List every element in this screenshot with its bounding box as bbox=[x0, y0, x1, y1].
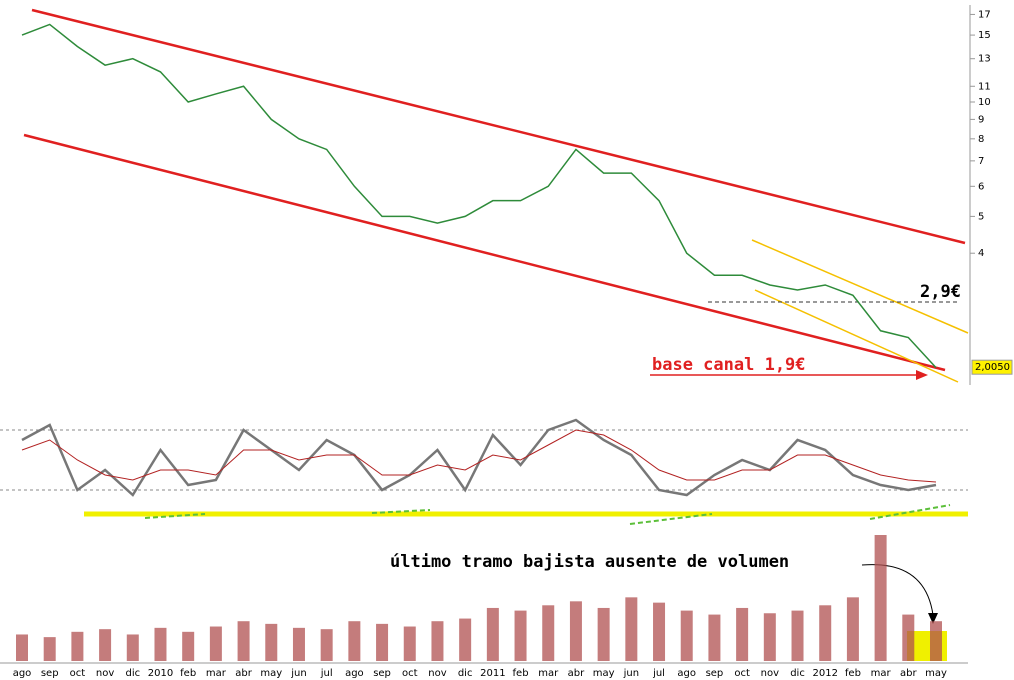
volume-bar bbox=[819, 605, 832, 661]
volume-bar bbox=[514, 610, 527, 661]
oscillator-line bbox=[21, 429, 937, 483]
x-tick-label: mar bbox=[206, 668, 227, 679]
volume-bar bbox=[154, 627, 167, 661]
x-tick-label: may bbox=[925, 668, 947, 679]
x-tick-label: abr bbox=[900, 668, 917, 679]
volume-bar bbox=[403, 626, 416, 661]
volume-bar bbox=[43, 637, 56, 661]
annotation: 2,9€ bbox=[920, 282, 961, 302]
volume-bar bbox=[846, 597, 859, 661]
wedge-bottom bbox=[754, 289, 959, 383]
y-tick-label: 4 bbox=[978, 248, 984, 259]
price-tag-label: 2,0050 bbox=[975, 362, 1010, 373]
volume-bar bbox=[459, 618, 472, 661]
x-tick-label: 2012 bbox=[812, 668, 837, 679]
arrow-head bbox=[916, 370, 928, 380]
volume-bar bbox=[653, 602, 666, 661]
y-tick-label: 17 bbox=[978, 9, 991, 20]
x-tick-label: ago bbox=[677, 668, 696, 679]
volume-bar bbox=[376, 623, 389, 661]
wedge-top bbox=[751, 239, 969, 334]
volume-bar bbox=[625, 597, 638, 661]
volume-bar bbox=[16, 634, 28, 661]
volume-bar bbox=[542, 605, 555, 661]
x-tick-label: sep bbox=[373, 668, 391, 679]
y-tick-label: 5 bbox=[978, 211, 984, 222]
volume-bar bbox=[763, 613, 776, 661]
volume-bar bbox=[708, 614, 721, 661]
x-tick-label: dic bbox=[790, 668, 805, 679]
x-tick-label: abr bbox=[568, 668, 585, 679]
x-tick-label: jun bbox=[290, 668, 306, 679]
volume-bar bbox=[320, 629, 333, 661]
channel-top bbox=[31, 8, 966, 245]
divergence bbox=[371, 509, 431, 514]
y-tick-label: 11 bbox=[978, 81, 991, 92]
channel-bottom bbox=[23, 133, 946, 372]
x-tick-label: dic bbox=[125, 668, 140, 679]
x-tick-label: mar bbox=[871, 668, 892, 679]
volume-bar bbox=[431, 621, 444, 661]
divergence bbox=[144, 513, 206, 519]
x-tick-label: ago bbox=[345, 668, 364, 679]
x-tick-label: may bbox=[593, 668, 615, 679]
oscillator-line bbox=[21, 418, 937, 497]
volume-bar bbox=[209, 626, 222, 661]
y-tick-label: 6 bbox=[978, 181, 984, 192]
x-tick-label: 2011 bbox=[480, 668, 505, 679]
volume-bar bbox=[930, 621, 942, 661]
divergence bbox=[629, 513, 713, 525]
x-tick-label: ago bbox=[13, 668, 32, 679]
volume-bar bbox=[348, 621, 361, 661]
x-tick-label: nov bbox=[428, 668, 446, 679]
x-tick-label: jun bbox=[623, 668, 639, 679]
divergence bbox=[869, 504, 951, 520]
volume-bar bbox=[126, 634, 139, 661]
volume-bar bbox=[736, 607, 749, 661]
volume-bar bbox=[874, 535, 887, 661]
x-tick-label: 2010 bbox=[148, 668, 173, 679]
arrow bbox=[861, 564, 934, 616]
volume-bar bbox=[237, 621, 250, 661]
volume-bar bbox=[292, 627, 305, 661]
price-tag bbox=[971, 359, 1013, 375]
y-tick-label: 8 bbox=[978, 134, 984, 145]
x-tick-label: mar bbox=[538, 668, 559, 679]
x-tick-label: oct bbox=[734, 668, 750, 679]
volume-bar bbox=[182, 631, 195, 661]
y-tick-label: 13 bbox=[978, 54, 991, 65]
x-tick-label: dic bbox=[458, 668, 473, 679]
annotation: último tramo bajista ausente de volumen bbox=[390, 552, 789, 572]
y-tick-label: 9 bbox=[978, 114, 984, 125]
volume-bar bbox=[265, 623, 278, 661]
y-tick-label: 15 bbox=[978, 30, 991, 41]
y-tick-label: 7 bbox=[978, 156, 984, 167]
price-line bbox=[21, 23, 937, 369]
volume-bar bbox=[569, 601, 582, 661]
x-tick-label: feb bbox=[513, 668, 529, 679]
arrow-head bbox=[928, 613, 938, 624]
volume-bar bbox=[486, 607, 499, 661]
x-tick-label: jul bbox=[320, 668, 333, 679]
x-tick-label: oct bbox=[402, 668, 418, 679]
x-tick-label: abr bbox=[235, 668, 252, 679]
volume-bar bbox=[71, 631, 84, 661]
y-tick-label: 10 bbox=[978, 97, 991, 108]
annotation: base canal 1,9€ bbox=[652, 355, 806, 375]
x-tick-label: may bbox=[260, 668, 282, 679]
x-tick-label: sep bbox=[706, 668, 724, 679]
volume-bar bbox=[99, 629, 112, 661]
x-tick-label: nov bbox=[96, 668, 114, 679]
x-tick-label: nov bbox=[761, 668, 779, 679]
x-tick-label: jul bbox=[652, 668, 665, 679]
x-tick-label: sep bbox=[41, 668, 59, 679]
volume-bar bbox=[680, 610, 693, 661]
volume-bar bbox=[791, 610, 804, 661]
volume-bar bbox=[902, 614, 915, 661]
x-tick-label: oct bbox=[70, 668, 86, 679]
x-tick-label: feb bbox=[845, 668, 861, 679]
volume-bar bbox=[597, 607, 610, 661]
x-tick-label: feb bbox=[180, 668, 196, 679]
